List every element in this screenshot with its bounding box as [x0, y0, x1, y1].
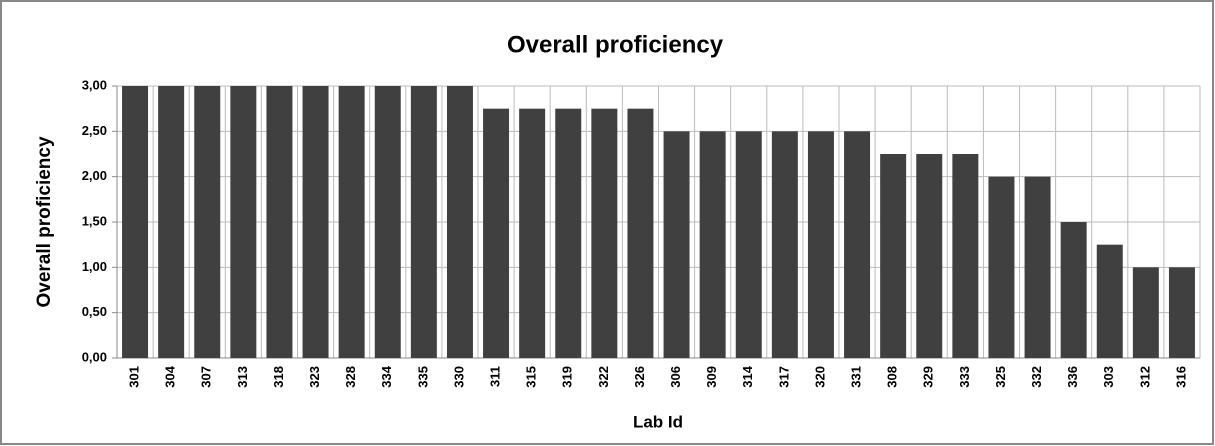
bar: [807, 131, 834, 358]
bar: [302, 86, 329, 358]
x-tick-label: 303: [1101, 366, 1116, 388]
bar: [952, 154, 979, 358]
x-tick-label: 333: [957, 366, 972, 388]
x-tick-label: 335: [415, 366, 430, 388]
x-tick-label: 301: [126, 366, 141, 388]
x-tick-label: 315: [524, 366, 539, 388]
bar: [916, 154, 943, 358]
x-tick-label: 320: [812, 366, 827, 388]
y-tick-label: 2,50: [82, 123, 107, 138]
x-tick-label: 328: [343, 366, 358, 388]
x-tick-label: 309: [704, 366, 719, 388]
y-tick-label: 1,50: [82, 213, 107, 228]
x-tick-label: 336: [1065, 366, 1080, 388]
bar: [1132, 267, 1159, 358]
chart-title: Overall proficiency: [507, 31, 724, 58]
bar: [880, 154, 907, 358]
bar: [519, 108, 546, 359]
x-tick-label: 323: [307, 366, 322, 388]
x-tick-label: 307: [199, 366, 214, 388]
bar: [663, 131, 690, 358]
bar: [844, 131, 871, 358]
y-tick-label: 1,00: [82, 259, 107, 274]
bar: [1096, 244, 1123, 358]
bar: [988, 176, 1015, 358]
x-tick-label: 319: [560, 366, 575, 388]
bar: [122, 86, 149, 358]
bar: [699, 131, 726, 358]
y-tick-label: 0,50: [82, 304, 107, 319]
x-tick-label: 322: [596, 366, 611, 388]
x-tick-label: 326: [632, 366, 647, 388]
y-tick-label: 2,00: [82, 168, 107, 183]
x-tick-label: 312: [1137, 366, 1152, 388]
x-tick-label: 330: [451, 366, 466, 388]
x-tick-label: 311: [487, 366, 502, 387]
x-tick-label: 331: [848, 366, 863, 388]
bar: [266, 86, 293, 358]
x-tick-label: 313: [235, 366, 250, 388]
bar: [483, 108, 510, 359]
x-tick-label: 304: [163, 365, 178, 387]
bar: [446, 86, 473, 358]
y-axis-label: Overall proficiency: [34, 136, 55, 308]
bar: [230, 86, 257, 358]
bar: [194, 86, 221, 358]
bar: [771, 131, 798, 358]
x-tick-label: 308: [885, 366, 900, 388]
bar: [591, 108, 618, 359]
x-tick-label: 306: [668, 366, 683, 388]
x-tick-label: 332: [1029, 366, 1044, 388]
bar: [374, 86, 401, 358]
bar: [1024, 176, 1051, 358]
bar: [627, 108, 654, 359]
x-tick-label: 325: [993, 366, 1008, 388]
x-tick-label: 334: [379, 365, 394, 387]
bar: [158, 86, 185, 358]
x-tick-label: 317: [776, 366, 791, 388]
bar: [338, 86, 365, 358]
x-tick-label: 329: [921, 366, 936, 388]
x-axis-label: Lab Id: [633, 412, 683, 431]
x-tick-label: 316: [1173, 366, 1188, 388]
bar: [1060, 222, 1087, 358]
y-tick-label: 0,00: [82, 349, 107, 364]
y-tick-label: 3,00: [82, 77, 107, 92]
bar: [1168, 267, 1195, 358]
x-tick-label: 318: [271, 366, 286, 388]
bar: [410, 86, 437, 358]
bar: [555, 108, 582, 359]
x-tick-label: 314: [740, 365, 755, 387]
bar: [735, 131, 762, 358]
